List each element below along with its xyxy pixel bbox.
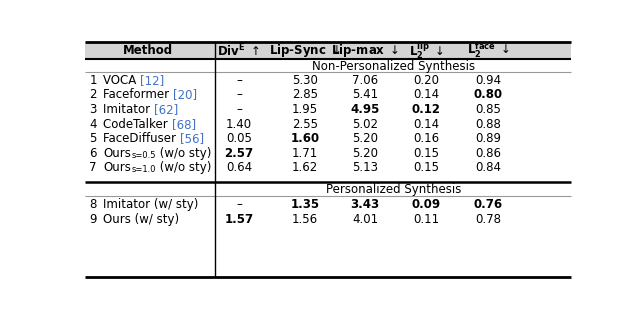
Text: VOCA: VOCA [103, 74, 140, 87]
Text: 0.11: 0.11 [413, 213, 440, 226]
Text: 0.84: 0.84 [476, 161, 501, 175]
Text: Lip-max $\downarrow$: Lip-max $\downarrow$ [331, 42, 399, 59]
Text: [56]: [56] [180, 132, 204, 145]
Text: 3.43: 3.43 [351, 198, 380, 211]
Text: 0.16: 0.16 [413, 132, 440, 145]
Text: $\mathbf{L_2^{face}}$ $\downarrow$: $\mathbf{L_2^{face}}$ $\downarrow$ [467, 41, 510, 60]
Text: s=1.0: s=1.0 [131, 165, 156, 175]
Text: 0.14: 0.14 [413, 88, 440, 101]
Text: 0.80: 0.80 [474, 88, 503, 101]
Text: 1: 1 [90, 74, 97, 87]
Text: FaceDiffuser: FaceDiffuser [103, 132, 180, 145]
Text: 0.88: 0.88 [476, 117, 501, 130]
Text: CodeTalker: CodeTalker [103, 117, 172, 130]
Text: [68]: [68] [172, 117, 196, 130]
Text: 2: 2 [90, 88, 97, 101]
Text: 0.76: 0.76 [474, 198, 503, 211]
Text: Ours: Ours [103, 147, 131, 160]
Text: 0.20: 0.20 [413, 74, 440, 87]
Text: Faceformer: Faceformer [103, 88, 173, 101]
Text: –: – [236, 74, 242, 87]
Text: 7: 7 [90, 161, 97, 175]
Text: 1.60: 1.60 [290, 132, 319, 145]
Text: 4.01: 4.01 [352, 213, 378, 226]
Text: 4: 4 [90, 117, 97, 130]
Text: 1.95: 1.95 [292, 103, 318, 116]
Text: –: – [236, 88, 242, 101]
Text: 1.40: 1.40 [226, 117, 252, 130]
Text: 0.05: 0.05 [226, 132, 252, 145]
Text: 2.85: 2.85 [292, 88, 317, 101]
Text: 4.95: 4.95 [351, 103, 380, 116]
Text: 0.15: 0.15 [413, 147, 440, 160]
Text: 0.94: 0.94 [476, 74, 502, 87]
Text: Div$^\mathbf{E}$ $\uparrow$: Div$^\mathbf{E}$ $\uparrow$ [217, 42, 260, 59]
Text: 9: 9 [90, 213, 97, 226]
Text: 0.89: 0.89 [476, 132, 501, 145]
Text: Imitator (w/ sty): Imitator (w/ sty) [103, 198, 198, 211]
Text: –: – [236, 103, 242, 116]
Text: (w/o sty): (w/o sty) [156, 147, 211, 160]
Text: 5: 5 [90, 132, 97, 145]
Text: Ours (w/ sty): Ours (w/ sty) [103, 213, 179, 226]
Text: 0.12: 0.12 [412, 103, 441, 116]
Text: 1.57: 1.57 [224, 213, 253, 226]
Text: 0.85: 0.85 [476, 103, 501, 116]
Text: 1.35: 1.35 [290, 198, 319, 211]
Text: [62]: [62] [154, 103, 179, 116]
Text: Method: Method [123, 44, 173, 57]
Text: Imitator: Imitator [103, 103, 154, 116]
Text: 5.20: 5.20 [352, 132, 378, 145]
Text: 5.13: 5.13 [352, 161, 378, 175]
Text: s=0.5: s=0.5 [131, 151, 156, 160]
Text: [20]: [20] [173, 88, 197, 101]
Text: 7.06: 7.06 [352, 74, 378, 87]
Text: 5.20: 5.20 [352, 147, 378, 160]
Text: 1.71: 1.71 [292, 147, 318, 160]
Text: 0.14: 0.14 [413, 117, 440, 130]
Text: 6: 6 [90, 147, 97, 160]
Text: 1.62: 1.62 [292, 161, 318, 175]
Text: 3: 3 [90, 103, 97, 116]
Text: [12]: [12] [140, 74, 164, 87]
Text: Non-Personalized Synthesis: Non-Personalized Synthesis [312, 60, 475, 73]
Text: 8: 8 [90, 198, 97, 211]
Text: $\mathbf{L_2^{lip}}$ $\downarrow$: $\mathbf{L_2^{lip}}$ $\downarrow$ [409, 40, 444, 61]
Text: 0.86: 0.86 [476, 147, 501, 160]
Text: 0.09: 0.09 [412, 198, 441, 211]
Text: (w/o sty): (w/o sty) [156, 161, 211, 175]
Text: 0.78: 0.78 [476, 213, 501, 226]
Text: 0.15: 0.15 [413, 161, 440, 175]
Text: 1.56: 1.56 [292, 213, 318, 226]
Text: 0.64: 0.64 [226, 161, 252, 175]
Text: –: – [236, 198, 242, 211]
Text: Ours: Ours [103, 161, 131, 175]
Text: 5.02: 5.02 [352, 117, 378, 130]
Bar [84, 42, 572, 59]
Text: 2.57: 2.57 [224, 147, 253, 160]
Text: Personalized Synthesis: Personalized Synthesis [326, 183, 461, 196]
Text: 2.55: 2.55 [292, 117, 317, 130]
Text: Lip-Sync $\downarrow$: Lip-Sync $\downarrow$ [269, 42, 340, 59]
Text: 5.30: 5.30 [292, 74, 317, 87]
Text: 5.41: 5.41 [352, 88, 378, 101]
